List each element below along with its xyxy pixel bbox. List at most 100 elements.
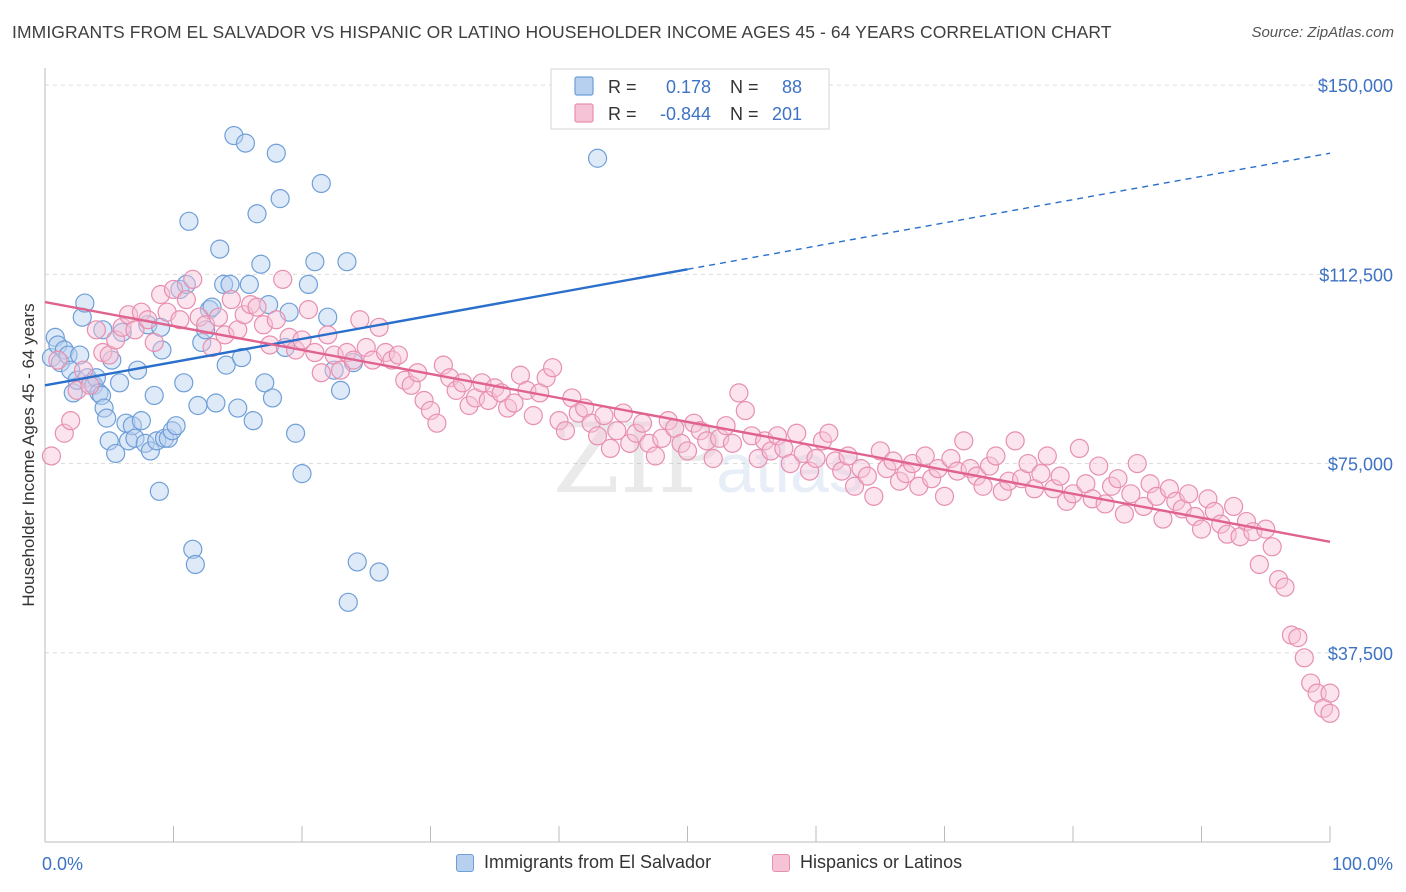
pink-point-23 [189, 307, 209, 327]
legend-r-label-2: R = [608, 104, 637, 124]
pink-point-184 [1224, 496, 1244, 517]
blue-point-46 [176, 274, 196, 295]
pink-point-108 [735, 400, 755, 421]
pink-point-177 [1179, 484, 1199, 504]
blue-point-49 [185, 554, 205, 575]
legend-n-label-1: N = [730, 77, 759, 97]
pink-point-194 [1288, 628, 1308, 648]
pink-point-77 [536, 368, 556, 388]
pink-point-26 [208, 307, 229, 327]
pink-point-42 [311, 363, 331, 383]
pink-point-82 [568, 403, 588, 423]
pink-point-152 [1018, 453, 1038, 474]
pink-point-122 [825, 451, 845, 471]
pink-point-21 [176, 289, 196, 310]
pink-point-174 [1159, 479, 1179, 499]
blue-point-37 [149, 481, 169, 501]
pink-point-10 [106, 330, 126, 350]
trend-pink [44, 300, 1331, 543]
pink-point-168 [1121, 484, 1141, 504]
pink-point-20 [170, 310, 190, 330]
pink-point-125 [844, 476, 865, 496]
blue-point-85 [338, 592, 358, 612]
pink-point-180 [1198, 489, 1218, 509]
pink-point-195 [1294, 648, 1314, 668]
blue-point-23 [106, 443, 126, 464]
x-tick-label-0: 0.0% [42, 854, 83, 874]
pink-point-32 [247, 297, 267, 317]
pink-point-54 [388, 345, 408, 365]
pink-point-79 [549, 411, 569, 431]
blue-point-54 [202, 297, 222, 317]
y-axis-label: Householder Income Ages 45 - 64 years [19, 303, 38, 606]
pink-point-167 [1114, 504, 1135, 524]
legend-label-blue: Immigrants from El Salvador [484, 852, 712, 872]
pink-point-13 [125, 320, 145, 340]
pink-point-58 [414, 390, 434, 411]
blue-point-64 [239, 274, 259, 295]
pink-point-61 [433, 355, 453, 375]
blue-point-83 [337, 252, 357, 272]
blue-point-86 [347, 552, 367, 572]
blue-point-21 [99, 431, 119, 451]
pink-point-93 [639, 433, 659, 453]
legend-label-pink: Hispanics or Latinos [800, 852, 963, 872]
pink-point-192 [1275, 577, 1295, 597]
pink-point-127 [857, 466, 878, 486]
axes [44, 68, 1331, 843]
pink-point-179 [1191, 519, 1212, 539]
pink-point-169 [1127, 453, 1147, 474]
blue-point-61 [228, 398, 248, 418]
pink-point-71 [498, 398, 518, 418]
pink-point-132 [889, 471, 910, 491]
pink-point-40 [298, 300, 319, 320]
blue-point-66 [247, 204, 267, 224]
x-tick-label-1: 100.0% [1332, 854, 1393, 874]
pink-point-139 [934, 486, 955, 506]
pink-point-142 [954, 431, 974, 451]
pink-point-196 [1301, 673, 1321, 693]
grid-lines [45, 84, 1330, 654]
blue-point-57 [214, 274, 234, 295]
pink-point-33 [253, 315, 274, 335]
pink-point-1 [48, 350, 68, 370]
blue-point-80 [318, 307, 338, 327]
pink-point-35 [266, 310, 286, 330]
pink-point-148 [992, 481, 1012, 501]
blue-point-79 [311, 173, 331, 194]
pink-point-126 [851, 458, 871, 479]
pink-point-165 [1101, 476, 1122, 496]
pink-point-188 [1249, 554, 1269, 575]
pink-point-28 [221, 289, 241, 310]
blue-point-62 [232, 347, 252, 368]
pink-point-119 [806, 448, 826, 469]
pink-point-105 [716, 416, 736, 436]
blue-point-67 [251, 254, 271, 274]
pink-point-91 [626, 423, 646, 443]
blue-point-36 [147, 431, 167, 451]
trend-blue-solid [44, 268, 688, 387]
blue-point-5 [58, 345, 78, 365]
pink-point-89 [613, 403, 633, 423]
pink-point-80 [555, 421, 576, 441]
pink-point-95 [652, 428, 672, 448]
legend-swatch-pink-bottom [772, 853, 790, 872]
pink-point-190 [1262, 537, 1282, 557]
pink-point-103 [703, 448, 723, 469]
blue-point-47 [179, 211, 199, 231]
pink-point-129 [870, 441, 890, 461]
pink-point-107 [729, 383, 749, 403]
pink-point-157 [1050, 466, 1070, 486]
legend-swatch-blue [574, 76, 594, 96]
pink-point-191 [1268, 570, 1289, 590]
pink-point-133 [896, 464, 916, 484]
pink-point-136 [915, 446, 935, 466]
blue-point-87 [369, 562, 389, 582]
pink-point-87 [600, 438, 621, 459]
blue-point-45 [174, 373, 194, 393]
blue-point-65 [243, 411, 263, 431]
blue-point-44 [170, 279, 190, 300]
blue-point-59 [220, 274, 240, 295]
pink-point-25 [202, 337, 222, 358]
blue-point-88 [587, 148, 608, 168]
